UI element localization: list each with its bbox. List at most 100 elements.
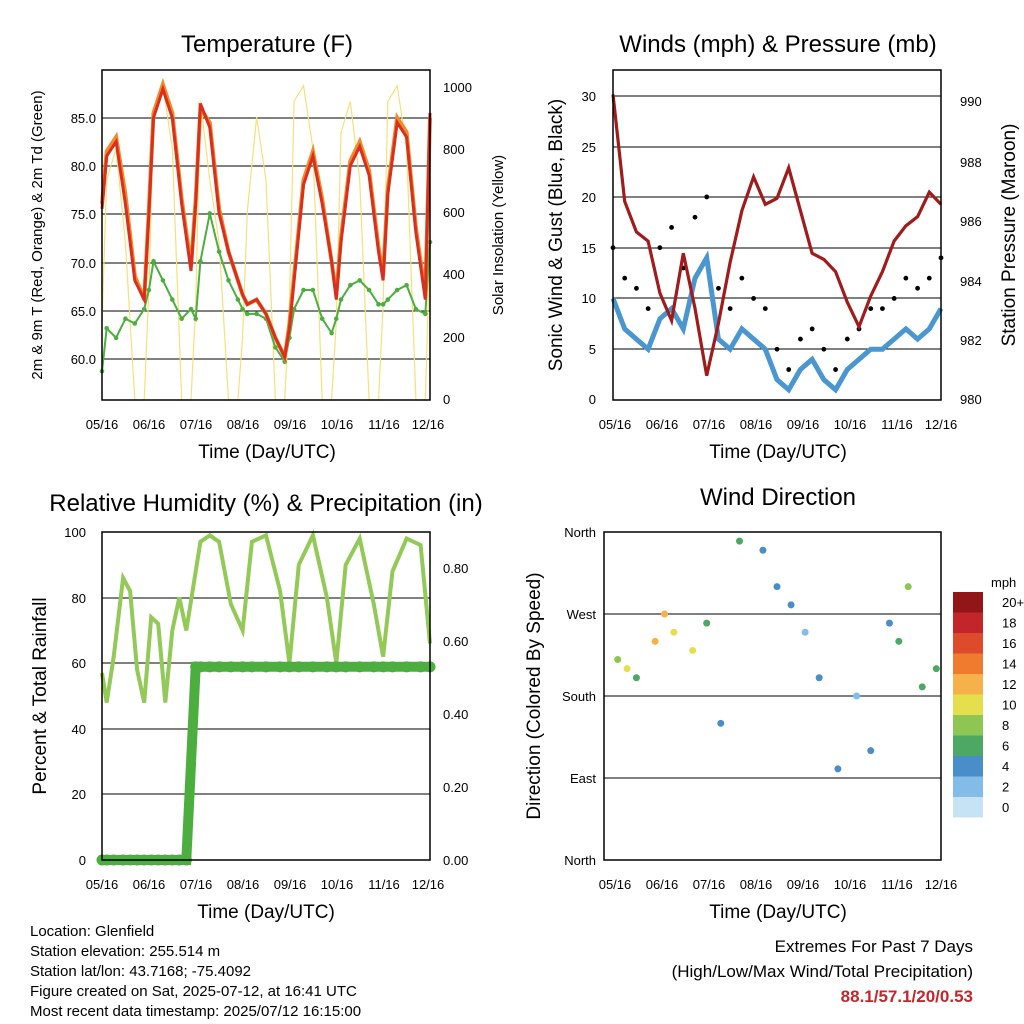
gust-point [762,306,768,312]
gust-point [622,275,628,281]
x-tick-label: 08/16 [227,417,260,432]
x-tick-label: 11/16 [881,417,913,432]
y-tick-label: 10 [582,291,596,306]
direction-point [689,646,697,654]
x-tick-label: 09/16 [274,877,307,892]
y-tick-label: 80 [72,591,86,606]
direction-point [895,637,903,645]
precip-point [237,661,249,673]
x-tick-label: 11/16 [368,417,400,432]
y-tick-label: North [564,853,596,868]
gust-point [844,336,850,342]
temperature-y2-title: Solar Insolation (Yellow) [490,155,507,315]
y-tick-label: 15 [582,241,596,256]
humidity-y-ticks: 0 20 40 60 80 100 [64,525,86,868]
direction-point [670,628,678,636]
precip-point [387,661,399,673]
gust-point [833,367,838,372]
y2-tick-label: 988 [960,155,982,170]
precip-point [330,661,342,673]
x-tick-label: 06/16 [133,877,166,892]
station-elevation: Station elevation: 255.514 m [30,943,221,960]
x-tick-label: 12/16 [925,417,958,432]
winds-title: Winds (mph) & Pressure (mb) [619,31,936,58]
precip-point [274,661,286,673]
precip-point [260,661,272,673]
humidity-y-title: Percent & Total Rainfall [30,597,51,794]
gust-point [774,346,780,352]
x-tick-label: 09/16 [787,877,820,892]
precip-point [340,661,352,673]
x-tick-label: 07/16 [180,877,213,892]
precip-point [321,661,333,673]
direction-y-ticks: North East South West North [562,525,596,868]
humidity-y2-ticks: 0.00 0.20 0.40 0.60 0.80 [443,561,468,868]
gust-point [657,245,663,251]
direction-point [623,665,631,673]
humidity-x-title: Time (Day/UTC) [197,902,335,923]
temp-2m-series-line [100,84,432,362]
y-tick-label: 0 [589,392,596,407]
direction-point [632,674,640,682]
direction-frame [603,531,942,861]
legend-label: 6 [1002,739,1009,754]
precip-point [401,661,413,673]
direction-point [834,765,842,773]
recent-timestamp: Most recent data timestamp: 2025/07/12 1… [30,1003,362,1020]
direction-point [787,601,795,609]
extremes-values: 88.1/57.1/20/0.53 [840,987,973,1006]
winds-y2-ticks: 980 982 984 986 988 990 [960,94,982,407]
temperature-title: Temperature (F) [181,31,353,58]
y-tick-label: 75.0 [71,207,96,222]
legend-swatch [953,797,983,818]
precip-series-line [97,661,435,865]
gust-point [809,326,815,332]
direction-x-ticks: 05/16 06/16 07/16 08/16 09/16 10/16 11/1… [599,877,958,892]
x-tick-label: 05/16 [86,417,119,432]
direction-point [932,665,940,673]
direction-point [904,583,912,591]
temperature-panel: Temperature (F) 60.0 65.0 70.0 75.0 80.0… [29,31,507,463]
x-tick-label: 10/16 [834,417,867,432]
precip-point [204,661,216,673]
gust-point [903,275,909,281]
y-tick-label: East [570,771,596,786]
precip-point [377,661,389,673]
y-tick-label: 5 [589,342,596,357]
gust-point [692,214,698,220]
y2-tick-label: 980 [960,392,982,407]
y-tick-label: North [564,525,596,540]
temperature-gridlines [102,117,430,360]
direction-panel: Wind Direction North East South West Nor… [524,484,1024,923]
gust-point [751,296,756,301]
direction-x-title: Time (Day/UTC) [709,902,847,923]
temperature-x-ticks: 05/16 06/16 07/16 08/16 09/16 10/16 11/1… [86,417,445,432]
direction-point [614,656,622,664]
extremes-heading: Extremes For Past 7 Days [774,937,973,956]
winds-x-title: Time (Day/UTC) [709,442,847,463]
precip-point [246,661,258,673]
y-tick-label: 60.0 [71,352,96,367]
legend-swatch [953,633,983,654]
x-tick-label: 08/16 [227,877,260,892]
y-tick-label: 30 [582,89,596,104]
legend-label: 16 [1002,636,1016,651]
y-tick-label: 25 [582,140,596,155]
gust-point [926,275,932,281]
direction-point [661,610,669,618]
gust-point [821,346,827,352]
y2-tick-label: 200 [443,330,465,345]
legend-label: 2 [1002,780,1009,795]
y2-tick-label: 0.40 [443,707,468,722]
y2-tick-label: 800 [443,142,465,157]
rh-series-line [100,529,432,704]
x-tick-label: 05/16 [86,877,119,892]
direction-point [759,546,767,554]
temperature-x-title: Time (Day/UTC) [198,442,336,463]
legend-label: 14 [1002,657,1016,672]
station-info: Location: Glenfield Station elevation: 2… [30,922,361,1022]
y2-tick-label: 0 [443,392,450,407]
legend-label: 0 [1002,800,1009,815]
direction-point [918,683,926,691]
